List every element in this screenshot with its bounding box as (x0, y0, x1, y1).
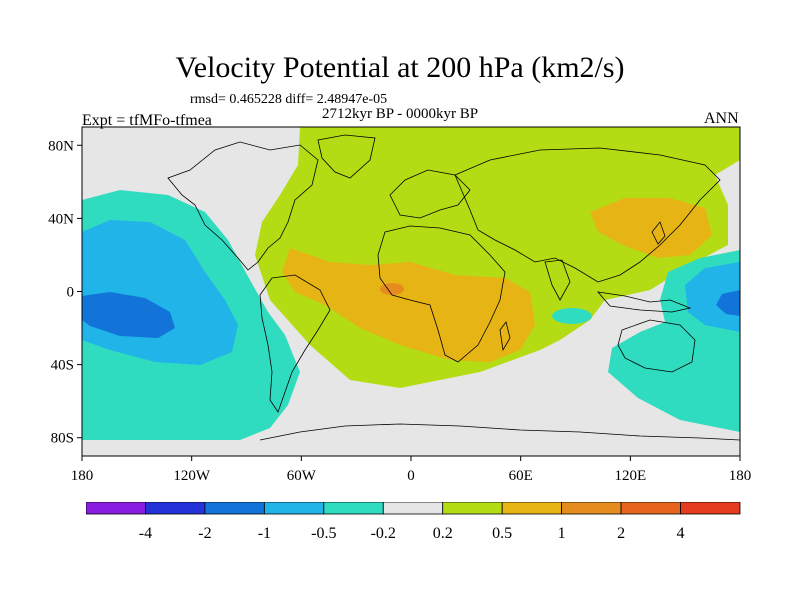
colorbar-label: 0.5 (492, 525, 512, 542)
lon-axis: 180 120W 60W 0 60E 120E 180 (71, 456, 752, 484)
colorbar-swatch (323, 502, 384, 515)
field-negative-1-west-pacific (716, 290, 740, 316)
colorbar-label: 2 (617, 525, 625, 542)
field-negative-indian-ocean (552, 308, 592, 324)
colorbar-label: -2 (198, 525, 211, 542)
lon-tick-label: 120E (614, 468, 646, 484)
contour-field (82, 127, 740, 456)
colorbar-swatch (382, 502, 444, 515)
period-text: 2712kyr BP - 0000kyr BP (322, 106, 479, 122)
colorbar-swatch (86, 502, 146, 515)
lon-tick-label: 60E (509, 468, 533, 484)
field-negative-0.5-west-pacific (685, 262, 740, 332)
colorbar-label: 4 (677, 525, 685, 542)
colorbar: -4 -2 -1 -0.5 -0.2 0.2 0.5 1 2 4 (86, 502, 741, 542)
colorbar-swatch (561, 502, 622, 515)
colorbar-label: -0.5 (311, 525, 336, 542)
lat-tick-label: 0 (67, 285, 75, 301)
colorbar-swatch (263, 502, 325, 515)
colorbar-label: 0.2 (433, 525, 453, 542)
colorbar-swatch (145, 502, 206, 515)
stats-text: rmsd= 0.465228 diff= 2.48947e-05 (190, 92, 388, 107)
colorbar-swatch (620, 502, 681, 515)
lat-tick-label: 80N (48, 138, 74, 154)
season-label: ANN (704, 110, 739, 127)
lat-axis: 80N 40N 0 40S 80S (48, 138, 82, 447)
lat-tick-label: 40S (51, 358, 74, 374)
colorbar-label: -0.2 (371, 525, 396, 542)
colorbar-swatch (204, 502, 265, 515)
colorbar-swatch (442, 502, 503, 515)
figure-title: Velocity Potential at 200 hPa (km2/s) (175, 51, 625, 84)
experiment-label: Expt = tfMFo-tfmea (82, 112, 212, 129)
colorbar-label: -1 (258, 525, 271, 542)
field-negative-1-east-pacific (82, 292, 175, 338)
field-positive-1-core (380, 283, 404, 295)
colorbar-label: 1 (558, 525, 566, 542)
colorbar-label: -4 (139, 525, 152, 542)
colorbar-swatch (680, 502, 741, 515)
lon-tick-label: 60W (287, 468, 317, 484)
lat-tick-label: 40N (48, 211, 74, 227)
field-positive-0.5-africa (282, 248, 535, 362)
lon-tick-label: 180 (71, 468, 94, 484)
field-positive-0.5-asia (590, 198, 712, 258)
coastlines (167, 134, 740, 441)
lon-tick-label: 180 (729, 468, 752, 484)
lat-tick-label: 80S (51, 431, 74, 447)
lon-tick-label: 120W (173, 468, 211, 484)
colorbar-swatch (501, 502, 563, 515)
lon-tick-label: 0 (407, 468, 415, 484)
